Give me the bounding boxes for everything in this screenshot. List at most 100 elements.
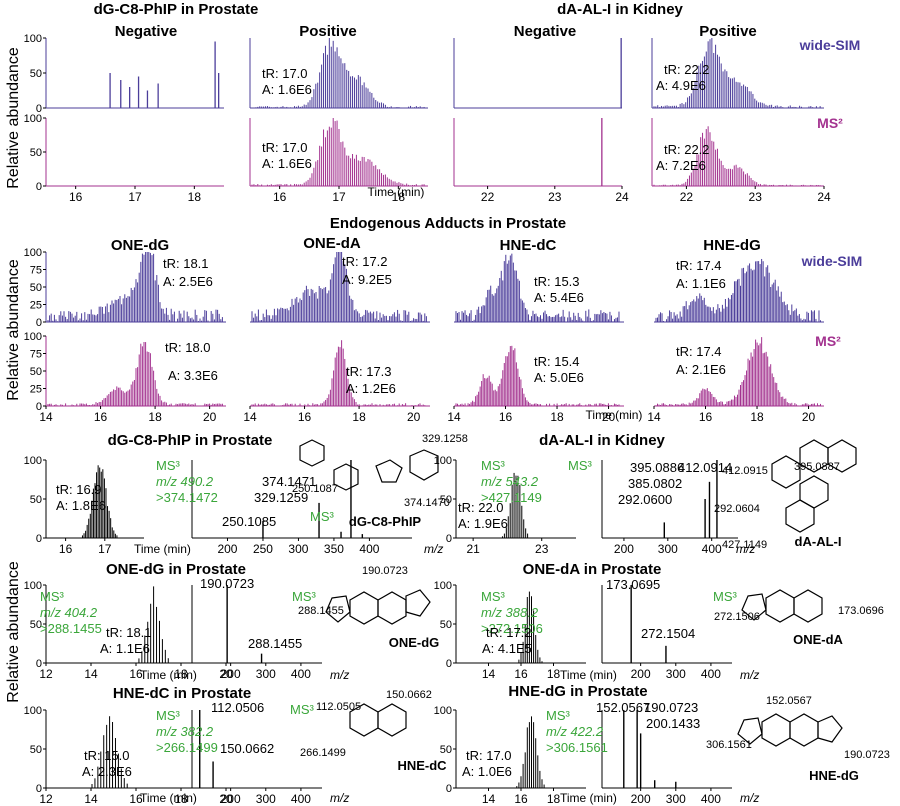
- tick-label: 300: [256, 792, 276, 806]
- annot-area: A: 5.4E6: [534, 290, 584, 305]
- tick-label: 18: [148, 410, 162, 424]
- tick-label: 16: [298, 410, 312, 424]
- tick-label: 16: [514, 792, 528, 806]
- ms3-trace: [501, 472, 529, 538]
- bottom-titles: dG-C8-PhIP in Prostate dA-AL-I in Kidney…: [106, 432, 666, 702]
- tick-label: 18: [547, 792, 561, 806]
- fragment-mass: 190.0723: [844, 749, 890, 761]
- panel-title-hne-dg: HNE-dG: [703, 237, 761, 254]
- tick-label: 50: [30, 744, 42, 756]
- chromatogram-trace: [251, 340, 427, 406]
- tick-label: 16: [94, 410, 108, 424]
- tick-label: 300: [666, 667, 686, 681]
- ms3-label: MS³: [481, 458, 506, 473]
- tick-label: 50: [30, 619, 42, 631]
- peak-label: 272.1504: [641, 626, 695, 641]
- structure-hne-dc: [349, 703, 407, 737]
- spike-trace: [109, 41, 220, 108]
- ms3-label: MS³: [568, 458, 593, 473]
- tick-label: 0: [36, 103, 42, 115]
- annot-area: A: 1.1E6: [100, 641, 150, 656]
- transition: >266.1499: [156, 740, 218, 755]
- mz-label: m/z: [330, 791, 349, 805]
- tick-label: 18: [352, 410, 366, 424]
- panel-title-b2: dA-AL-I in Kidney: [539, 432, 665, 449]
- tick-label: 0: [36, 317, 42, 329]
- axis-panel: 0 50 100: [24, 33, 224, 115]
- ms3-label: MS³: [481, 589, 506, 604]
- annot-tr: tR: 17.2: [342, 254, 388, 269]
- tick-label: 21: [466, 542, 480, 556]
- mz-label: m/z: [740, 668, 759, 682]
- annot-tr: tR: 18.1: [106, 625, 152, 640]
- structure-dg-c8-phip: [299, 439, 439, 491]
- spectrum: [262, 460, 364, 538]
- fragment-mass: 427.1149: [722, 539, 767, 551]
- time-label: Time (min): [560, 668, 617, 682]
- chromatogram-trace: [655, 258, 821, 322]
- tick-label: 50: [440, 494, 452, 506]
- tick-label: 18: [188, 190, 202, 204]
- peak-label: 412.0914: [678, 460, 732, 475]
- chromatogram-trace: [653, 126, 821, 186]
- transition: >374.1472: [156, 490, 218, 505]
- transition: >272.1506: [481, 621, 543, 636]
- peak-label: 385.0802: [628, 476, 682, 491]
- annot-area: A: 2.3E6: [82, 764, 132, 779]
- axis-panel: 16 17 18: [250, 185, 428, 204]
- tick-label: 50: [440, 619, 452, 631]
- group1-title: dG-C8-PhIP in Prostate: [94, 1, 259, 18]
- negative-label-2: Negative: [514, 23, 577, 40]
- tick-label: 100: [24, 705, 42, 717]
- tick-label: 14: [482, 667, 496, 681]
- tick-label: 0: [36, 783, 42, 795]
- fragment-mass: 112.0505: [316, 701, 361, 713]
- bottom-axis-labels: Time (min) Time (min) Time (min) Time (m…: [134, 542, 759, 805]
- tick-label: 17: [332, 190, 346, 204]
- panel-title-one-dg: ONE-dG: [111, 237, 169, 254]
- annot-tr: tR: 17.4: [676, 258, 722, 273]
- fragment-mass: 190.0723: [362, 565, 408, 577]
- tick-label: 20: [602, 410, 616, 424]
- transition: m/z 388.2: [481, 605, 539, 620]
- annot-area: A: 1.1E6: [676, 276, 726, 291]
- fragment-mass: 173.0696: [838, 605, 884, 617]
- annot-area: A: 4.9E6: [656, 78, 706, 93]
- annot-area: A: 2.5E6: [163, 274, 213, 289]
- tick-label: 0: [36, 658, 42, 670]
- peak-label: 200.1433: [646, 716, 700, 731]
- tick-label: 200: [631, 667, 651, 681]
- panel-title-b1: dG-C8-PhIP in Prostate: [108, 432, 273, 449]
- tick-label: 100: [24, 247, 42, 259]
- chromatogram-trace: [251, 38, 425, 108]
- axis-panel: 0 25 50 75 100: [24, 247, 226, 329]
- axis-panel: 14 16 18 20: [647, 405, 824, 424]
- chromatogram-trace: [251, 118, 425, 186]
- time-label: Time (min): [134, 542, 191, 556]
- tick-label: 0: [446, 783, 452, 795]
- chromatogram-trace: [455, 253, 621, 322]
- ms3-label: MS³: [290, 702, 315, 717]
- tick-label: 100: [24, 580, 42, 592]
- annot-area: A: 3.3E6: [168, 368, 218, 383]
- time-label: Time (min): [140, 791, 197, 805]
- peak-label: 288.1455: [248, 636, 302, 651]
- tick-label: 250: [253, 542, 273, 556]
- ms3-trace: [516, 716, 545, 788]
- mz-label: m/z: [740, 791, 759, 805]
- tick-label: 400: [702, 542, 722, 556]
- y-label-top: Relative abundance: [5, 47, 22, 189]
- ms3-label: MS³: [292, 589, 317, 604]
- annot-area: A: 2.1E6: [676, 362, 726, 377]
- peak-label: 150.0662: [220, 741, 274, 756]
- time-label: Time (min): [140, 668, 197, 682]
- tick-label: 50: [30, 366, 42, 378]
- tick-label: 300: [666, 792, 686, 806]
- annot-area: A: 1.6E6: [262, 156, 312, 171]
- tick-label: 18: [174, 792, 188, 806]
- tick-label: 200: [221, 792, 241, 806]
- tick-label: 22: [680, 190, 694, 204]
- transition: m/z 543.2: [481, 474, 539, 489]
- tick-label: 400: [359, 542, 379, 556]
